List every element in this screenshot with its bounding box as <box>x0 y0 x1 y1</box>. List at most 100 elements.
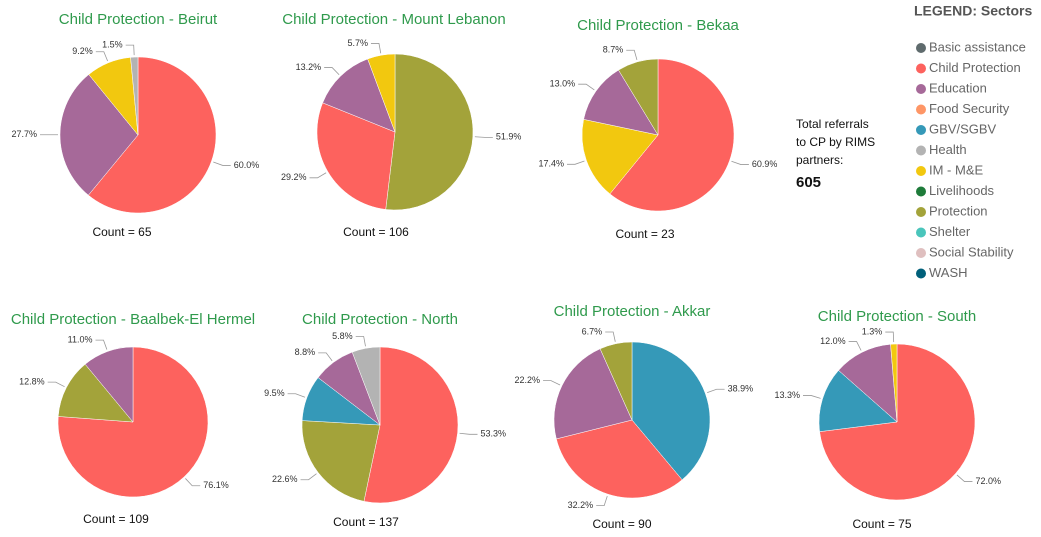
legend-swatch <box>916 84 926 94</box>
value-label: 27.7% <box>11 129 37 139</box>
legend-label: Child Protection <box>929 60 1021 75</box>
pie-slice <box>631 341 711 481</box>
leader-line <box>707 388 725 394</box>
legend-label: Food Security <box>929 101 1010 116</box>
value-label: 60.9% <box>752 159 778 169</box>
leader-line <box>355 336 366 347</box>
value-label: 12.8% <box>19 376 45 386</box>
pie-slice <box>57 346 209 498</box>
legend-title: LEGEND: Sectors <box>914 3 1032 19</box>
leader-line <box>567 160 585 165</box>
legend-swatch <box>916 63 926 74</box>
value-label: 22.2% <box>515 375 541 385</box>
pie-slice <box>385 53 474 211</box>
leader-line <box>125 44 135 56</box>
legend-swatch <box>916 268 926 279</box>
value-label: 38.9% <box>728 384 754 394</box>
value-label: 76.1% <box>203 480 229 490</box>
leader-line <box>459 432 478 435</box>
leader-line <box>95 339 108 350</box>
value-label: 1.3% <box>862 326 883 336</box>
pie-slice <box>556 419 683 499</box>
legend-swatch <box>916 207 926 217</box>
pie-slice <box>301 420 381 502</box>
leader-line <box>848 341 862 351</box>
value-label: 13.3% <box>774 390 800 400</box>
chart-title: Child Protection - Baalbek-El Hermel <box>11 311 255 328</box>
pie-slice <box>367 53 396 133</box>
leader-line <box>95 51 108 62</box>
pie-slice <box>583 69 659 136</box>
value-label: 5.8% <box>332 331 353 341</box>
chart-title: Child Protection - Bekaa <box>577 17 739 34</box>
pie-slice <box>609 58 735 212</box>
value-label: 60.0% <box>234 160 260 170</box>
count-label: Count = 75 <box>852 517 911 531</box>
value-label: 1.5% <box>102 39 123 49</box>
total-value: 605 <box>796 174 821 191</box>
legend-label: Livelihoods <box>929 183 995 198</box>
legend-label: IM - M&E <box>929 162 983 177</box>
leader-line <box>626 49 638 61</box>
value-label: 72.0% <box>975 476 1001 486</box>
pie-slice <box>88 56 217 214</box>
chart-title: Child Protection - Mount Lebanon <box>282 11 505 28</box>
leader-line <box>213 161 231 166</box>
legend-label: Health <box>929 142 967 157</box>
legend-swatch <box>916 145 926 156</box>
leader-line <box>578 83 595 91</box>
value-label: 11.0% <box>68 335 93 345</box>
value-label: 5.7% <box>347 38 368 48</box>
leader-line <box>300 473 317 481</box>
value-label: 9.5% <box>264 388 285 398</box>
legend-swatch <box>916 104 926 115</box>
legend-label: Basic assistance <box>929 39 1026 54</box>
pie-slice <box>599 341 633 421</box>
legend-swatch <box>916 227 926 238</box>
chart-title: Child Protection - Akkar <box>554 303 711 320</box>
value-label: 13.2% <box>296 62 322 72</box>
leader-line <box>605 331 616 342</box>
count-label: Count = 65 <box>92 225 151 239</box>
pie-slice <box>351 346 381 426</box>
legend-swatch <box>916 125 926 135</box>
legend-label: Protection <box>929 203 988 218</box>
value-label: 17.4% <box>538 159 564 169</box>
legend-label: WASH <box>929 265 968 280</box>
value-label: 13.0% <box>550 79 576 89</box>
value-label: 12.0% <box>820 336 846 346</box>
chart-title: Child Protection - South <box>818 308 976 325</box>
value-label: 8.7% <box>603 45 624 55</box>
legend-swatch <box>916 166 926 176</box>
pie-slice <box>84 346 134 423</box>
count-label: Count = 109 <box>83 512 149 526</box>
value-label: 6.7% <box>582 326 603 336</box>
chart-title: Child Protection - Beirut <box>59 11 218 28</box>
value-label: 53.3% <box>481 429 507 439</box>
value-label: 22.6% <box>272 474 298 484</box>
pie-slice <box>316 102 396 210</box>
leader-line <box>324 67 340 76</box>
leader-line <box>731 160 749 165</box>
note-line: partners: <box>796 153 843 167</box>
leader-line <box>543 380 561 386</box>
value-label: 8.8% <box>295 347 316 357</box>
value-label: 51.9% <box>496 132 522 142</box>
value-label: 32.2% <box>568 500 594 510</box>
pie-slice <box>838 343 898 423</box>
count-label: Count = 90 <box>592 517 651 531</box>
legend-swatch <box>916 248 926 258</box>
leader-line <box>474 136 493 138</box>
leader-line <box>309 172 327 179</box>
note-line: to CP by RIMS <box>796 135 875 149</box>
leader-line <box>370 43 382 54</box>
count-label: Count = 137 <box>333 515 399 529</box>
pie-slice <box>890 343 898 423</box>
note-line: Total referrals <box>796 117 869 131</box>
value-label: 9.2% <box>72 46 93 56</box>
leader-line <box>47 381 65 388</box>
leader-line <box>318 352 333 362</box>
legend-swatch <box>916 43 926 53</box>
pie-slice <box>818 370 898 432</box>
